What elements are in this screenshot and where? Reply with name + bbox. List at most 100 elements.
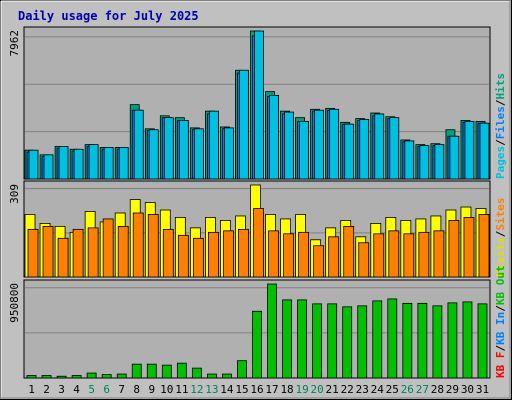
bar-sites [253,208,264,278]
x-tick-label: 26 [401,383,414,396]
x-tick-label: 18 [280,383,293,396]
bar-pages [299,120,309,180]
bar-sites [27,228,39,278]
plot-area: 7962Pages/Files/Hits309Visits/Sites95080… [8,26,507,396]
bar-pages [178,120,189,180]
bar-kb-out [282,299,292,379]
bar-pages [193,128,204,180]
bar-pages [434,144,445,180]
bar-sites [87,227,99,278]
panel-max-label: 7962 [8,30,21,57]
bar-kb-out [462,301,473,379]
bar-kb-out [312,303,323,379]
legend-entry: Pages [494,146,507,179]
bar-sites [42,225,54,278]
x-tick-label: 9 [148,383,155,396]
bar-pages [269,94,279,180]
bar-kb-out [267,283,277,379]
x-tick-label: 6 [103,383,110,396]
x-tick-label: 15 [235,383,248,396]
bar-sites [192,237,204,278]
bar-pages [148,129,159,180]
bar-pages [464,120,475,180]
bar-pages [88,144,99,180]
bar-pages [374,113,385,180]
bar-sites [147,214,159,278]
bar-pages [389,117,400,180]
bar-kb-out [207,373,217,379]
legend-bot: KB F/KB In/KB Out [494,265,507,378]
bar-kb-out [372,300,383,379]
bar-kb-out [56,375,67,379]
x-tick-label: 1 [28,383,35,396]
legend-mid: Visits/Sites [494,198,507,278]
bar-sites [448,220,460,278]
x-tick-label: 16 [250,383,263,396]
bar-kb-out [191,367,202,379]
bar-sites [102,218,114,278]
bar-pages [254,30,264,180]
bar-kb-out [161,364,172,379]
bar-pages [314,109,325,180]
x-tick-label: 5 [88,383,95,396]
bar-sites [373,233,385,278]
x-tick-label: 19 [295,383,308,396]
bar-kb-out [71,375,82,379]
bar-kb-out [432,305,443,379]
x-tick-label: 29 [446,383,459,396]
bar-kb-out [342,306,353,379]
x-tick-label: 14 [220,383,234,396]
panel-mid: 309 Visits/Sites [8,180,507,278]
bar-sites [358,242,370,278]
bar-kb-out [116,373,127,379]
chart-title: Daily usage for July 2025 [18,9,199,23]
bar-pages [209,110,219,180]
bar-kb-out [357,305,368,379]
bar-kb-out [252,310,262,379]
x-tick-label: 13 [205,383,218,396]
bar-kb-out [26,375,37,379]
legend-separator: / [494,345,507,352]
legend-separator: / [494,305,507,312]
bar-kb-out [237,360,247,379]
bar-kb-out [222,373,232,379]
bar-sites [463,217,475,278]
x-tick-label: 2 [43,383,50,396]
x-tick-label: 11 [175,383,188,396]
bar-sites [223,230,234,278]
legend-separator: / [494,99,507,106]
bar-kb-out [402,302,413,379]
bar-pages [163,117,174,180]
x-tick-label: 20 [311,383,324,396]
legend-entry: KB F [494,352,507,379]
bar-sites [268,230,279,278]
bar-kb-out [146,363,157,379]
legend-entry: Visits [494,237,507,277]
bar-sites [403,233,415,278]
x-tick-label: 27 [416,383,429,396]
bar-pages [103,146,114,180]
bar-kb-out [417,302,428,379]
x-tick-label: 7 [118,383,125,396]
bar-sites [313,245,325,278]
x-tick-label: 25 [386,383,399,396]
bar-sites [72,228,84,278]
bar-kb-out [131,363,142,379]
legend-entry: Files [494,106,507,139]
bar-kb-out [176,362,187,379]
legend-entry: Hits [494,73,507,100]
x-tick-label: 28 [431,383,444,396]
bar-sites [418,231,430,278]
bar-pages [419,145,430,180]
bar-pages [479,122,490,180]
bar-pages [329,108,340,180]
bar-kb-out [477,303,488,379]
bar-pages [404,140,415,180]
bar-sites [328,236,340,278]
legend-entry: Sites [494,198,507,231]
x-tick-label: 10 [160,383,173,396]
bar-sites [433,230,445,278]
bar-kb-out [86,372,97,379]
